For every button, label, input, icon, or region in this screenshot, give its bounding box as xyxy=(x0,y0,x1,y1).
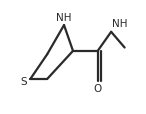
Text: NH: NH xyxy=(112,19,128,29)
Text: S: S xyxy=(20,76,27,86)
Text: O: O xyxy=(94,84,102,94)
Text: NH: NH xyxy=(56,13,72,22)
